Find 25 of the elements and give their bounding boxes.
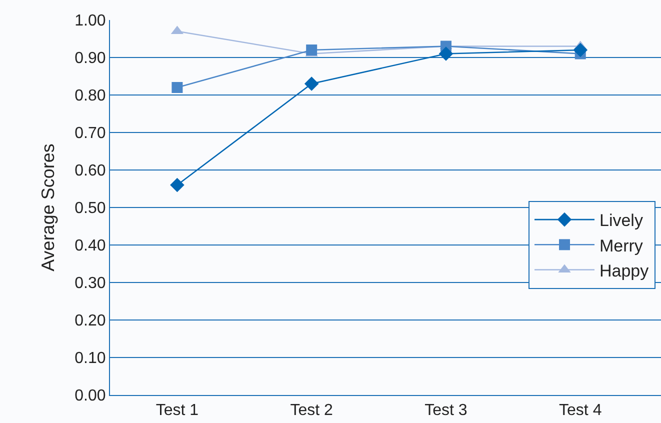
point xyxy=(304,76,319,91)
point xyxy=(170,178,184,192)
point xyxy=(172,82,183,93)
legend-label: Merry xyxy=(599,236,644,256)
y-tick-label: 1.00 xyxy=(74,12,106,30)
y-axis-title: Average Scores xyxy=(38,144,58,272)
point xyxy=(438,46,454,61)
x-tick-label: Test 4 xyxy=(559,402,602,420)
y-tick-label: 0.70 xyxy=(74,125,106,142)
y-tick-label: 0.40 xyxy=(74,238,106,255)
point xyxy=(306,44,318,56)
y-tick-label: 0.80 xyxy=(74,88,106,105)
legend-label: Lively xyxy=(599,211,644,230)
y-tick-label: 0.60 xyxy=(74,162,106,180)
x-tick-label: Test 1 xyxy=(156,402,199,420)
y-tick-label: 0.10 xyxy=(74,350,106,368)
y-tick-label: 0.90 xyxy=(74,50,106,68)
y-tick-label: 0.20 xyxy=(74,312,106,330)
y-tick-label: 0.00 xyxy=(74,388,106,405)
x-tick-label: Test 2 xyxy=(290,402,334,420)
y-tick-label: 0.30 xyxy=(74,275,106,292)
legend-label: Happy xyxy=(599,261,650,280)
y-tick-label: 0.50 xyxy=(74,200,106,218)
point xyxy=(573,42,588,58)
x-tick-label: Test 3 xyxy=(424,402,468,420)
